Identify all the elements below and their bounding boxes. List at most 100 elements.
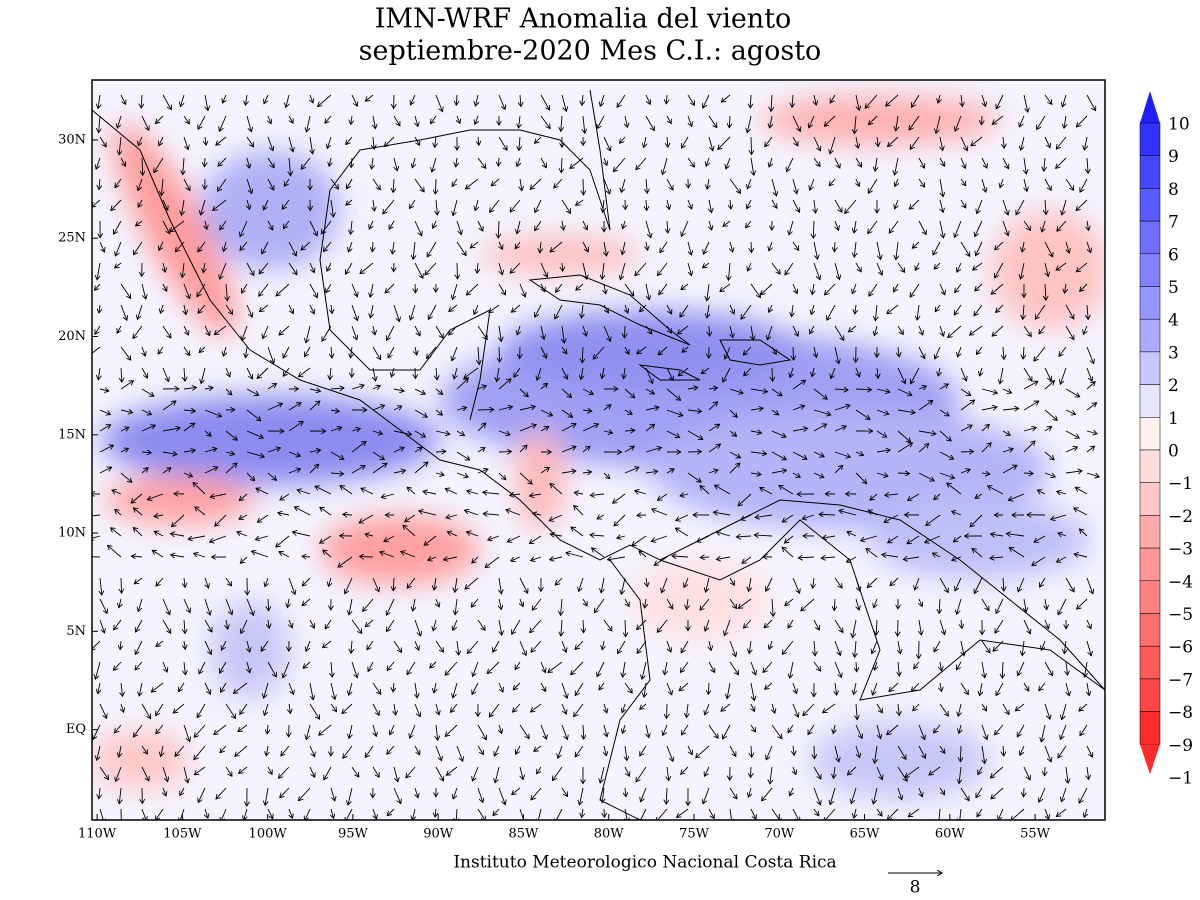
wind-arrow: [645, 325, 652, 334]
wind-arrow: [748, 262, 751, 271]
coastlines: [92, 89, 1105, 820]
wind-arrow: [393, 178, 394, 192]
wind-arrow: [474, 304, 479, 314]
wind-arrow: [456, 379, 468, 390]
wind-arrow: [667, 136, 668, 147]
wind-arrow: [854, 220, 856, 233]
wind-arrow: [519, 283, 525, 297]
wind-arrow: [225, 452, 234, 454]
wind-arrow: [240, 241, 248, 250]
wind-arrow: [223, 94, 226, 103]
wind-arrow: [351, 385, 364, 390]
wind-arrow: [453, 199, 458, 216]
wind-arrow: [415, 283, 416, 293]
wind-arrow: [259, 262, 269, 274]
wind-arrow: [954, 220, 962, 237]
wind-arrow: [541, 283, 545, 292]
wind-arrow: [1022, 241, 1024, 252]
wind-arrow: [372, 178, 380, 190]
wind-arrow: [257, 367, 269, 378]
wind-arrow: [120, 427, 129, 431]
wind-arrow: [477, 386, 486, 389]
wind-arrow: [854, 115, 856, 134]
wind-arrow: [855, 409, 870, 419]
wind-arrow: [115, 262, 122, 268]
wind-arrow: [1056, 262, 1067, 270]
colorbar-swatch: [1139, 220, 1161, 255]
wind-arrow: [700, 557, 710, 558]
wind-arrow: [203, 262, 205, 273]
wind-arrow: [475, 115, 478, 124]
wind-arrow: [288, 304, 293, 314]
wind-arrow: [813, 388, 827, 399]
wind-arrow: [198, 304, 206, 313]
wind-arrow: [640, 304, 647, 312]
wind-arrow: [351, 283, 357, 297]
wind-arrow: [99, 389, 109, 391]
wind-arrow: [511, 304, 521, 312]
wind-arrow: [876, 409, 889, 414]
wind-arrow: [897, 325, 903, 335]
wind-arrow: [220, 220, 227, 230]
wind-arrow: [310, 94, 313, 103]
wind-arrow: [666, 388, 681, 400]
wind-arrow: [466, 283, 479, 295]
wind-arrow: [889, 220, 899, 233]
wind-arrow: [1060, 367, 1067, 384]
colorbar-label: −1: [1168, 474, 1193, 494]
wind-arrow: [667, 220, 668, 233]
wind-arrow: [216, 136, 227, 145]
wind-arrow: [767, 325, 773, 340]
wind-arrow: [887, 304, 899, 314]
wind-arrow: [510, 199, 521, 212]
wind-arrow: [603, 405, 611, 411]
wind-arrow: [834, 241, 835, 252]
wind-arrow: [431, 115, 437, 124]
wind-arrow: [771, 262, 780, 274]
wind-arrow: [707, 178, 709, 189]
wind-arrow: [772, 367, 773, 381]
wind-arrow: [520, 178, 522, 191]
wind-arrow: [267, 403, 283, 411]
wind-arrow: [624, 430, 635, 431]
wind-arrow: [911, 367, 920, 384]
wind-arrow: [812, 283, 814, 294]
wind-arrow: [792, 178, 797, 194]
wind-arrow: [372, 405, 385, 411]
wind-arrow: [792, 115, 800, 131]
wind-arrow: [960, 745, 961, 762]
wind-arrow: [435, 388, 443, 394]
wind-arrow: [582, 424, 598, 432]
wind-arrow: [666, 367, 673, 380]
wind-arrow: [535, 220, 542, 231]
wind-arrow: [1083, 325, 1087, 334]
wind-arrow: [730, 241, 733, 252]
wind-arrow: [834, 426, 846, 432]
wind-arrow: [855, 304, 856, 314]
wind-arrow: [708, 136, 713, 151]
wind-arrow: [977, 199, 983, 214]
wind-arrow: [120, 448, 128, 452]
wind-arrow: [1002, 430, 1010, 435]
wind-arrow: [825, 283, 836, 295]
wind-arrow: [351, 94, 357, 106]
wind-arrow: [603, 325, 610, 341]
wind-arrow: [604, 283, 606, 294]
colorbar-label: 8: [1168, 180, 1179, 200]
wind-arrow: [809, 115, 815, 128]
wind-arrow: [372, 241, 373, 252]
wind-arrow: [723, 367, 731, 382]
wind-arrow: [1023, 427, 1036, 432]
wind-arrow: [869, 283, 878, 296]
wind-arrow: [677, 325, 689, 334]
wind-arrow: [897, 262, 905, 272]
wind-arrow: [456, 241, 466, 256]
reference-vector-label: 8: [910, 878, 921, 898]
wind-arrow: [1021, 136, 1025, 150]
wind-arrow: [1002, 408, 1019, 410]
wind-arrow: [330, 367, 331, 380]
wind-arrow: [687, 262, 692, 276]
wind-arrow: [681, 283, 689, 290]
wind-arrow: [519, 115, 520, 128]
